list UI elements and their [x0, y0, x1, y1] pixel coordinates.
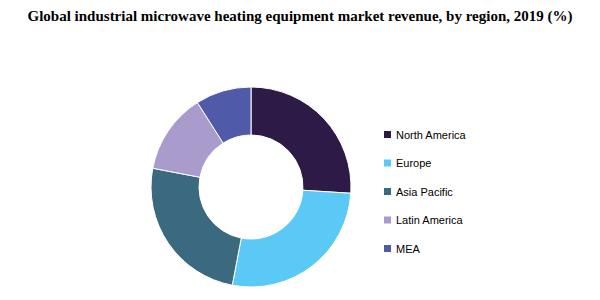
- legend-swatch: [384, 160, 391, 167]
- slice: [151, 168, 241, 285]
- legend: North America Europe Asia Pacific Latin Ame…: [384, 129, 467, 255]
- legend-item: North America: [384, 129, 467, 141]
- legend-item: Europe: [384, 157, 431, 169]
- legend-item: Asia Pacific: [384, 186, 453, 198]
- title: Global industrial microwave heating equi…: [28, 8, 573, 25]
- legend-label: Latin America: [396, 214, 464, 226]
- legend-label: Europe: [396, 157, 431, 169]
- title-line: Global industrial microwave heating equi…: [28, 8, 573, 25]
- slice: [251, 87, 351, 193]
- donut: [151, 87, 351, 287]
- legend-swatch: [384, 131, 391, 138]
- legend-label: Asia Pacific: [396, 186, 453, 198]
- slice: [197, 87, 251, 143]
- legend-swatch: [384, 245, 391, 252]
- legend-label: MEA: [396, 243, 421, 255]
- legend-swatch: [384, 188, 391, 195]
- legend-item: Latin America: [384, 214, 464, 226]
- legend-label: North America: [396, 129, 467, 141]
- slice: [232, 190, 351, 287]
- chart: Global industrial microwave heating equi…: [0, 0, 600, 300]
- legend-swatch: [384, 217, 391, 224]
- legend-item: MEA: [384, 243, 421, 255]
